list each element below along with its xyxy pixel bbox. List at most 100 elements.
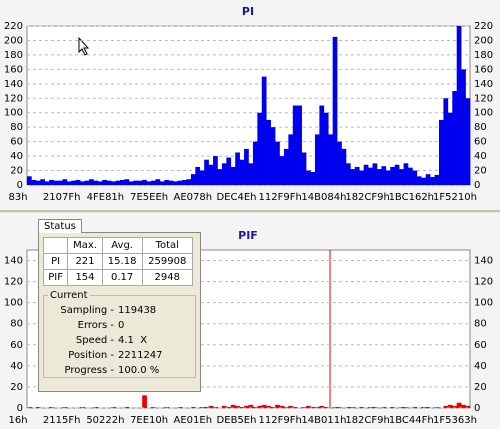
bar — [279, 405, 285, 408]
bar — [270, 406, 276, 408]
bar — [434, 406, 440, 408]
cell: 0.17 — [101, 269, 143, 286]
cell: 15.18 — [101, 253, 143, 270]
bar — [182, 179, 187, 185]
bar — [372, 406, 378, 408]
bar — [314, 406, 320, 408]
bar — [120, 179, 125, 185]
bar — [279, 156, 285, 185]
bar — [399, 169, 404, 185]
bar — [142, 179, 147, 185]
y-tick-label: 100 — [474, 298, 493, 309]
bar — [35, 180, 41, 185]
bar — [310, 171, 316, 185]
bar — [62, 179, 68, 185]
bar — [208, 164, 214, 185]
y-tick-label: 140 — [4, 256, 23, 267]
bar — [66, 181, 72, 185]
bar — [164, 406, 170, 408]
bar — [199, 170, 205, 185]
bar — [221, 405, 227, 408]
bar — [235, 405, 240, 408]
y-tick-label: 60 — [10, 137, 23, 148]
bar — [337, 141, 342, 185]
bar — [257, 405, 263, 408]
y-tick-label: 100 — [4, 298, 23, 309]
bar — [319, 105, 325, 185]
tab[interactable]: Status — [38, 219, 82, 233]
bar — [35, 406, 41, 408]
bar — [350, 169, 356, 185]
label: Position - — [68, 350, 114, 361]
bar — [261, 76, 267, 185]
bar — [168, 180, 174, 185]
label: Progress - — [64, 365, 114, 376]
bar — [97, 181, 103, 185]
x-tick-label: 182CF9h — [345, 192, 390, 203]
bar — [292, 406, 298, 408]
bar — [465, 405, 471, 408]
bar — [252, 406, 258, 408]
bar — [461, 404, 466, 408]
header: Avg. — [101, 237, 143, 254]
bar — [421, 406, 426, 408]
bar — [452, 405, 458, 408]
bar — [447, 112, 453, 185]
bar — [310, 406, 316, 408]
cell: PI — [42, 253, 69, 270]
y-tick-label: 100 — [4, 108, 23, 119]
bar — [177, 180, 183, 185]
cell: 2948 — [141, 269, 194, 286]
cursor — [78, 36, 90, 56]
bar — [257, 112, 263, 185]
bar — [306, 170, 311, 185]
y-tick-label: 80 — [10, 319, 23, 330]
x-tick-label: 4FE81h — [87, 192, 125, 203]
x-tick-label: 1BC162h — [389, 192, 434, 203]
y-tick-label: 180 — [4, 50, 23, 61]
bar — [372, 163, 378, 185]
y-tick-label: 220 — [4, 21, 23, 32]
bar — [230, 404, 236, 408]
bar — [394, 164, 400, 185]
y-tick-label: 140 — [4, 79, 23, 90]
bar — [283, 148, 289, 185]
bar — [452, 91, 458, 185]
bar — [337, 406, 342, 408]
bar — [49, 406, 54, 408]
bar — [204, 159, 209, 185]
x-tick-label: AE01Eh — [174, 415, 213, 426]
bar — [434, 174, 440, 185]
bar — [270, 127, 276, 185]
bar — [297, 105, 302, 185]
bar — [461, 69, 466, 185]
bar — [376, 169, 382, 185]
bar — [124, 406, 130, 408]
cell: 259908 — [141, 253, 194, 270]
bar — [381, 406, 387, 408]
bar — [204, 406, 209, 408]
y-tick-label: 60 — [474, 137, 487, 148]
bar — [368, 406, 373, 408]
y-tick-label: 160 — [4, 64, 23, 75]
bar — [190, 174, 196, 185]
bar — [292, 105, 298, 185]
y-tick-label: 120 — [474, 93, 493, 104]
value: 100.0 % — [118, 365, 160, 376]
chart-title: PIF — [238, 229, 258, 242]
status-panel: Status Max. Avg. Total PI 221 15.18 259908 PI… — [38, 218, 201, 392]
bar — [430, 177, 435, 185]
value: 2211247 — [118, 350, 163, 361]
x-tick-label: 1F5210h — [433, 192, 477, 203]
x-tick-label: DEB5Eh — [217, 415, 257, 426]
bar — [226, 406, 232, 408]
cell: 221 — [67, 253, 103, 270]
bar — [465, 98, 471, 185]
bar — [319, 405, 325, 408]
x-tick-label: 16h — [8, 415, 27, 426]
bar — [213, 406, 218, 408]
bar — [266, 119, 271, 185]
cell: PIF — [42, 269, 69, 286]
bar — [345, 406, 351, 408]
bar — [137, 180, 143, 185]
